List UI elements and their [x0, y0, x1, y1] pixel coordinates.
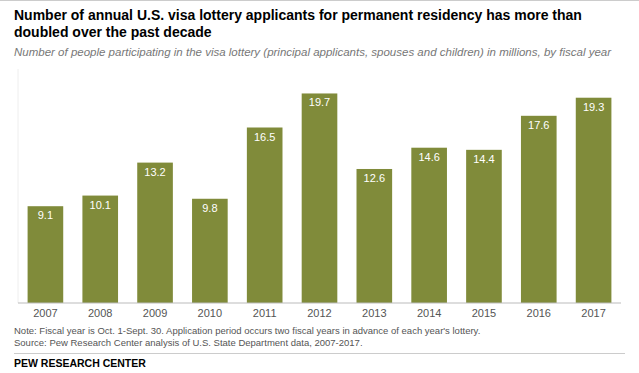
data-label: 16.5 — [254, 131, 275, 143]
data-labels: 9.1 10.1 13.2 9.8 16.5 19.7 12.6 14.6 14.4 17.6 19… — [38, 96, 605, 221]
x-tick-label: 2017 — [581, 307, 605, 319]
figure: Number of annual U.S. visa lottery appli… — [0, 0, 639, 373]
y-axis-line — [18, 69, 19, 303]
data-label: 19.7 — [309, 96, 330, 108]
bar — [192, 199, 228, 303]
bar — [357, 169, 393, 303]
bar — [576, 98, 612, 303]
bars — [28, 93, 612, 303]
data-label: 12.6 — [364, 172, 385, 184]
data-label: 14.4 — [473, 153, 494, 165]
data-label: 14.6 — [418, 151, 439, 163]
bar — [302, 93, 338, 303]
x-tick-label: 2014 — [417, 307, 441, 319]
data-label: 9.1 — [38, 209, 53, 221]
bar — [411, 148, 447, 303]
data-label: 10.1 — [90, 199, 111, 211]
x-tick-labels: 2007 2008 2009 2010 2011 2012 2013 2014 2015 2016… — [33, 307, 606, 319]
footer-text: PEW RESEARCH CENTER — [14, 357, 625, 369]
notes: Note: Fiscal year is Oct. 1-Sept. 30. Ap… — [14, 325, 625, 349]
data-label: 17.6 — [528, 119, 549, 131]
bar — [82, 196, 118, 303]
bar — [28, 206, 64, 303]
data-label: 13.2 — [144, 166, 165, 178]
data-label: 9.8 — [202, 202, 217, 214]
x-tick-label: 2007 — [33, 307, 57, 319]
bar — [247, 128, 283, 304]
chart-area: 9.1 10.1 13.2 9.8 16.5 19.7 12.6 14.6 14.4 17.6 19… — [14, 63, 625, 323]
x-tick-label: 2012 — [307, 307, 331, 319]
bar — [137, 163, 173, 303]
x-tick-label: 2010 — [198, 307, 222, 319]
bar — [466, 150, 502, 303]
x-axis-line — [18, 303, 621, 304]
note: Source: Pew Research Center analysis of … — [14, 337, 625, 349]
x-tick-label: 2011 — [253, 307, 277, 319]
x-tick-label: 2016 — [527, 307, 551, 319]
bar — [521, 116, 557, 303]
data-label: 19.3 — [583, 101, 604, 113]
x-tick-label: 2013 — [362, 307, 386, 319]
chart-svg: 9.1 10.1 13.2 9.8 16.5 19.7 12.6 14.6 14.4 17.6 19… — [14, 63, 625, 323]
subtitle: Number of people participating in the vi… — [14, 45, 625, 59]
note: Note: Fiscal year is Oct. 1-Sept. 30. Ap… — [14, 325, 625, 337]
footer: PEW RESEARCH CENTER — [14, 353, 625, 369]
x-tick-label: 2009 — [143, 307, 167, 319]
x-tick-label: 2008 — [88, 307, 112, 319]
x-tick-label: 2015 — [472, 307, 496, 319]
title: Number of annual U.S. visa lottery appli… — [14, 7, 625, 41]
